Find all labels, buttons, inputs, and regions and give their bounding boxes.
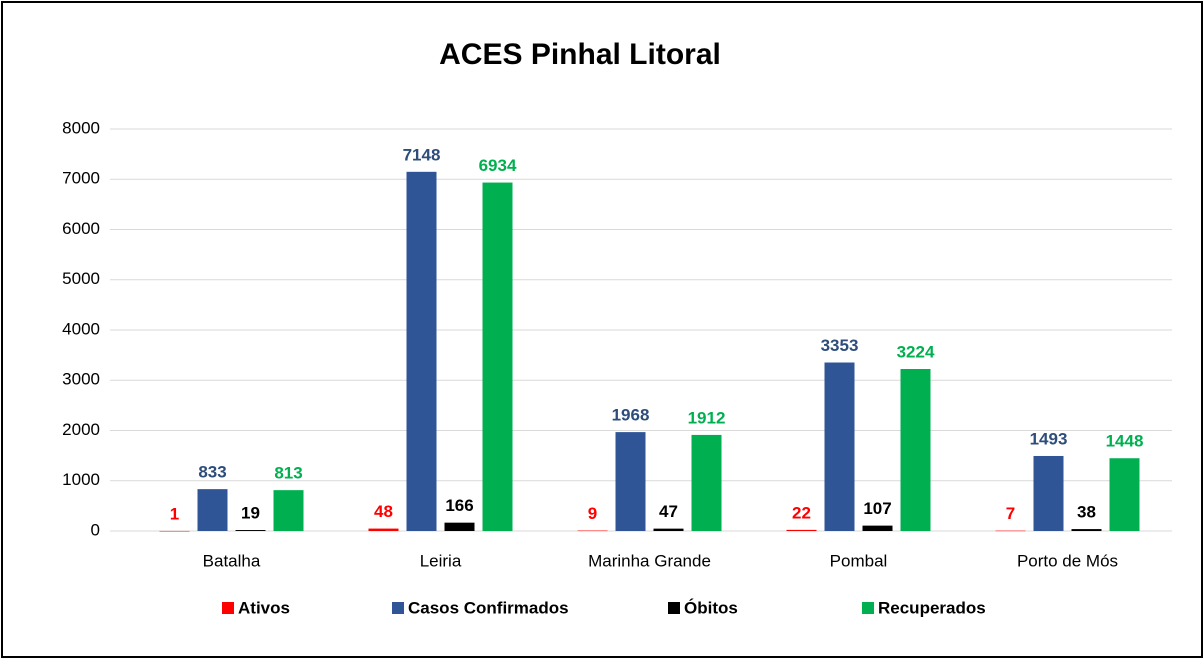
bar [824, 362, 855, 531]
y-tick-label: 5000 [62, 269, 100, 288]
y-tick-label: 6000 [62, 219, 100, 238]
bar [900, 368, 931, 531]
bar [786, 529, 817, 531]
bar [691, 434, 722, 531]
bar [577, 530, 608, 532]
data-label: 833 [198, 463, 226, 482]
legend-label: Ativos [238, 598, 290, 617]
x-tick-label: Marinha Grande [588, 551, 711, 570]
bar [653, 528, 684, 531]
data-label: 166 [445, 496, 473, 515]
legend-label: Recuperados [878, 598, 986, 617]
bar [444, 522, 475, 531]
data-label: 1968 [612, 406, 650, 425]
data-label: 107 [863, 499, 891, 518]
bar [1033, 455, 1064, 531]
data-label: 3224 [897, 342, 935, 361]
data-label: 1912 [688, 408, 726, 427]
x-tick-label: Leiria [420, 551, 462, 570]
y-tick-label: 8000 [62, 118, 100, 137]
data-label: 47 [659, 502, 678, 521]
legend-swatch [668, 602, 680, 614]
legend-label: Casos Confirmados [408, 598, 569, 617]
y-tick-label: 2000 [62, 420, 100, 439]
data-label: 22 [792, 503, 811, 522]
y-tick-label: 1000 [62, 470, 100, 489]
data-label: 1448 [1106, 432, 1144, 451]
data-label: 813 [274, 464, 302, 483]
bar [197, 489, 228, 531]
bar [235, 530, 266, 531]
x-tick-label: Pombal [830, 551, 888, 570]
data-label: 6934 [479, 156, 517, 175]
bar [159, 530, 190, 532]
y-tick-label: 7000 [62, 169, 100, 188]
x-tick-label: Batalha [203, 551, 261, 570]
bar [482, 182, 513, 531]
y-tick-label: 4000 [62, 319, 100, 338]
legend-label: Óbitos [684, 598, 738, 617]
legend-swatch [862, 602, 874, 614]
legend-swatch [222, 602, 234, 614]
data-label: 3353 [821, 336, 859, 355]
bar [368, 528, 399, 531]
chart-title: ACES Pinhal Litoral [439, 38, 721, 71]
y-tick-label: 0 [91, 520, 100, 539]
data-label: 1493 [1030, 429, 1068, 448]
data-label: 48 [374, 502, 393, 521]
data-label: 9 [588, 504, 597, 523]
data-label: 7 [1006, 504, 1015, 523]
data-label: 1 [170, 504, 179, 523]
x-tick-label: Porto de Mós [1017, 551, 1118, 570]
legend-swatch [392, 602, 404, 614]
bar [615, 432, 646, 531]
data-label: 7148 [403, 145, 441, 164]
y-tick-label: 3000 [62, 370, 100, 389]
data-label: 38 [1077, 503, 1096, 522]
bar [406, 171, 437, 532]
bar [862, 525, 893, 531]
bar [995, 530, 1026, 532]
bar [273, 490, 304, 531]
bar [1071, 529, 1102, 531]
bar [1109, 458, 1140, 531]
data-label: 19 [241, 504, 260, 523]
